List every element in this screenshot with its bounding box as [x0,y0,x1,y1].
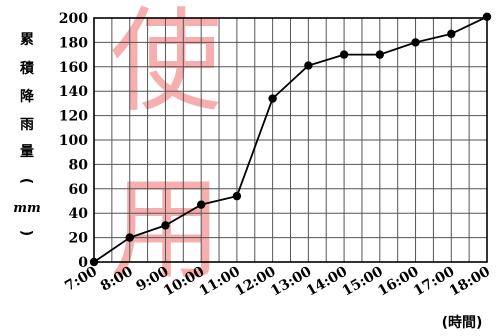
y-tick-label: 40 [69,206,89,222]
data-point [339,50,349,59]
rainfall-line [93,15,488,263]
y-tick-label: 0 [78,255,88,271]
y-axis-label-char: 累 [20,32,34,48]
y-axis-label-char: ) [18,230,34,236]
y-axis-label-char: 量 [20,144,34,160]
data-point [482,12,492,21]
y-tick-label: 180 [59,35,88,51]
rainfall-series [89,12,492,267]
y-tick-label: 140 [59,84,88,100]
data-point [196,200,206,209]
y-axis-label-char: 降 [20,88,35,105]
x-axis-label: (時間) [442,314,483,331]
data-point [447,29,456,39]
y-tick-label: 120 [59,109,88,125]
data-point [411,38,420,47]
watermark-char-2: 用 [110,165,222,295]
x-tick-label: 18:00 [447,263,493,299]
data-point [232,191,242,201]
plot-frame [93,17,488,263]
y-tick-label: 80 [69,157,89,173]
grid [93,17,488,263]
data-point [304,61,313,70]
data-point [161,221,170,230]
y-tick-label: 60 [69,182,89,198]
y-axis-unit: mm [13,201,41,216]
y-tick-label: 200 [59,11,88,27]
watermark-char-1: 使 [110,0,222,127]
y-tick-label: 20 [69,231,89,247]
data-point [125,233,134,242]
y-axis-label-char: 雨 [20,117,34,133]
y-tick-label: 160 [59,60,88,76]
watermark: 使 用 [110,0,222,295]
y-tick-label: 100 [59,133,88,149]
data-point [375,50,385,59]
y-axis-ticks: 0 20 40 60 80 100 120 140 160 180 200 [59,11,88,271]
data-point [89,257,99,267]
y-axis-label-char: ( [18,178,34,184]
data-point [268,94,277,103]
y-axis-label-char: 積 [19,60,35,77]
